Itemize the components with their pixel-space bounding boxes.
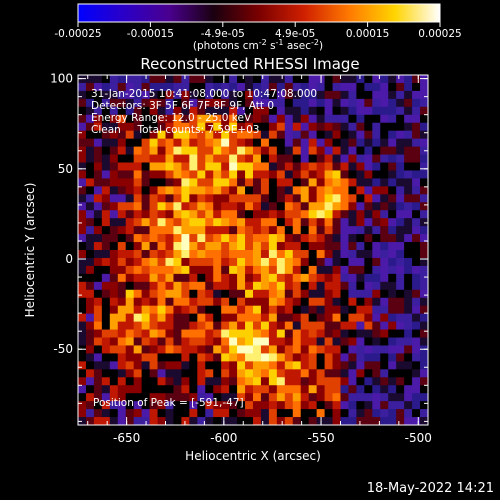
plot-frame [77,74,429,426]
colorbar-tick-label: -0.00025 [54,28,101,40]
x-tick-label: -600 [210,431,237,445]
y-tick-label: -50 [53,342,73,356]
y-axis-label: Heliocentric Y (arcsec) [23,183,37,318]
y-tick-label: 100 [50,72,73,86]
y-axis-tick-labels: 100 50 0 -50 [50,72,73,357]
annotation-time-range: 31-Jan-2015 10:41:08.000 to 10:47:08.000 [91,88,318,100]
x-tick-label: -500 [405,431,432,445]
colorbar [77,3,441,23]
y-tick-label: 50 [58,162,73,176]
colorbar-tick-label: 0.00025 [418,28,461,40]
colorbar-tick-label: 0.00015 [346,28,389,40]
plot-title: Reconstructed RHESSI Image [140,55,359,73]
annotation-energy-range: Energy Range: 12.0 - 25.0 keV [91,112,252,124]
y-tick-label: 0 [65,252,73,266]
x-axis-label: Heliocentric X (arcsec) [185,449,321,463]
colorbar-tick-label: 4.9e-05 [275,28,315,40]
annotation-clean-counts: Clean Total counts: 7.59E+03 [91,124,260,136]
colorbar-tick-label: -0.00015 [127,28,174,40]
annotation-detectors: Detectors: 3F 5F 6F 7F 8F 9F, Att 0 [91,100,275,112]
x-tick-label: -550 [307,431,334,445]
x-axis-ticks [87,75,419,425]
annotation-peak-position: Position of Peak = [-591,-47] [93,397,244,409]
x-tick-label: -650 [113,431,140,445]
x-axis-tick-labels: -650 -600 -550 -500 [113,431,432,445]
rhessi-image [78,75,428,425]
timestamp: 18-May-2022 14:21 [366,481,494,496]
colorbar-unit: (photons cm-2 s-1 asec-2) [193,38,323,52]
colorbar-tick-label: -4.9e-05 [201,28,245,40]
colorbar-tick-labels: -0.00025 -0.00015 -4.9e-05 4.9e-05 0.00015 0.… [54,28,461,40]
colorbar-ticks [77,22,441,27]
y-axis-ticks [78,78,428,422]
